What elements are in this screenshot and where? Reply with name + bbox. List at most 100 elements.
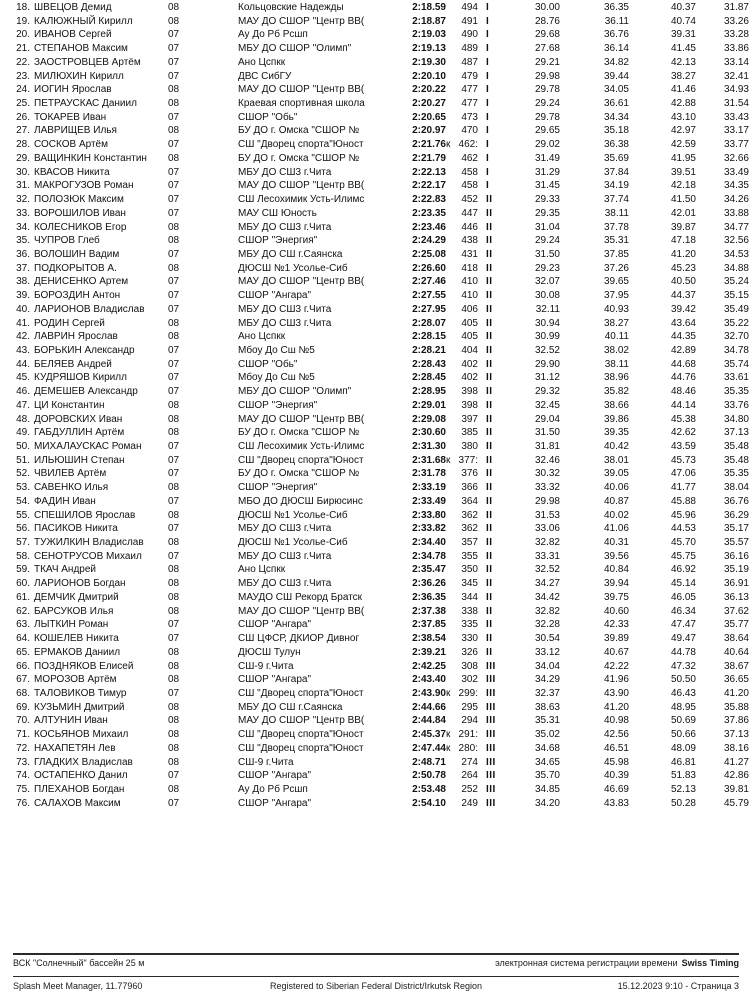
year-of-birth-cell: 07 xyxy=(168,770,180,782)
year-of-birth-cell: 07 xyxy=(168,495,180,507)
split-3-cell: 48.95 xyxy=(670,701,696,713)
split-4-cell: 33.61 xyxy=(723,372,749,384)
rank-category-cell: II xyxy=(486,262,493,274)
points-cell: 405 xyxy=(461,331,478,343)
split-3-cell: 48.46 xyxy=(670,386,696,398)
final-time-cell: 2:27.55 xyxy=(412,290,446,302)
split-1-cell: 32.52 xyxy=(534,344,560,356)
split-4-cell: 35.57 xyxy=(723,537,749,549)
swimmer-name-cell: КУЗЬМИН Дмитрий xyxy=(34,701,125,713)
points-cell: 299: xyxy=(458,687,478,699)
points-cell: 473 xyxy=(461,111,478,123)
split-2-cell: 39.75 xyxy=(603,591,629,603)
final-time-cell: 2:21.76 xyxy=(412,139,446,151)
club-cell: Ано Цспкк xyxy=(238,56,286,68)
split-1-cell: 34.68 xyxy=(534,742,560,754)
club-cell: СШ "Дворец спорта"Юност xyxy=(238,729,364,741)
club-cell: СШ-9 г.Чита xyxy=(238,660,294,672)
points-cell: 364 xyxy=(461,495,478,507)
place-cell: 66. xyxy=(16,660,30,672)
points-cell: 362 xyxy=(461,509,478,521)
split-1-cell: 32.28 xyxy=(534,619,560,631)
split-3-cell: 41.95 xyxy=(670,152,696,164)
place-cell: 18. xyxy=(16,2,30,13)
rank-category-cell: II xyxy=(486,290,493,302)
club-cell: СШ Лесохимик Усть-Илимс xyxy=(238,194,365,206)
split-3-cell: 45.73 xyxy=(670,454,696,466)
final-time-cell: 2:43.90 xyxy=(412,687,446,699)
table-row: 70. АЛТУНИН Иван 08 МАУ ДО СШОР "Центр ВВ(2… xyxy=(13,714,749,728)
points-cell: 330 xyxy=(461,633,478,645)
table-row: 51. ИЛЬЮШИН Степан 07 СШ "Дворец спорта"Юно… xyxy=(13,454,749,468)
place-cell: 32. xyxy=(16,194,30,206)
year-of-birth-cell: 08 xyxy=(168,235,180,247)
table-row: 61. ДЕМЧИК Дмитрий 08 МАУДО СШ Рекорд Братс… xyxy=(13,591,749,605)
club-cell: МАУ ДО СШОР "Центр ВВ( xyxy=(238,84,365,96)
split-3-cell: 42.59 xyxy=(670,139,696,151)
year-of-birth-cell: 07 xyxy=(168,207,180,219)
split-1-cell: 35.70 xyxy=(534,770,560,782)
registration-label: Registered to Siberian Federal District/… xyxy=(269,981,483,991)
split-1-cell: 32.37 xyxy=(534,687,560,699)
split-1-cell: 32.46 xyxy=(534,454,560,466)
table-row: 53. САВЕНКО Илья 08 СШОР "Энергия" 2:33.19 36… xyxy=(13,481,749,495)
table-row: 45. КУДРЯШОВ Кирилл 07 Мбоу До Сш №5 2:28.45… xyxy=(13,371,749,385)
table-row: 58. СЕНОТРУСОВ Михаил 07 МБУ ДО СШ3 г.Чита 2… xyxy=(13,550,749,564)
swimmer-name-cell: ГАБДУЛЛИН Артём xyxy=(34,427,125,439)
points-cell: 479 xyxy=(461,70,478,82)
final-time-cell: 2:42.25 xyxy=(412,660,446,672)
year-of-birth-cell: 08 xyxy=(168,413,180,425)
split-2-cell: 39.89 xyxy=(603,633,629,645)
year-of-birth-cell: 08 xyxy=(168,591,180,603)
split-4-cell: 34.26 xyxy=(723,194,749,206)
club-cell: СШОР "Энергия" xyxy=(238,399,318,411)
swimmer-name-cell: ФАДИН Иван xyxy=(34,495,96,507)
split-1-cell: 31.50 xyxy=(534,427,560,439)
split-4-cell: 34.35 xyxy=(723,180,749,192)
club-cell: СШОР "Ангара" xyxy=(238,674,312,686)
final-time-cell: 2:28.45 xyxy=(412,372,446,384)
points-cell: 446 xyxy=(461,221,478,233)
split-3-cell: 42.01 xyxy=(670,207,696,219)
points-cell: 355 xyxy=(461,550,478,562)
place-cell: 44. xyxy=(16,358,30,370)
rank-category-cell: I xyxy=(486,15,490,27)
split-2-cell: 34.05 xyxy=(603,84,629,96)
split-3-cell: 52.13 xyxy=(670,783,696,795)
points-cell: 404 xyxy=(461,344,478,356)
place-cell: 74. xyxy=(16,770,30,782)
year-of-birth-cell: 07 xyxy=(168,550,180,562)
split-1-cell: 29.78 xyxy=(534,111,560,123)
split-2-cell: 39.65 xyxy=(603,276,629,288)
split-4-cell: 33.26 xyxy=(723,15,749,27)
place-cell: 26. xyxy=(16,111,30,123)
split-2-cell: 35.31 xyxy=(603,235,629,247)
club-cell: МАУ ДО СШОР "Центр ВВ( xyxy=(238,715,365,727)
split-3-cell: 51.83 xyxy=(670,770,696,782)
split-4-cell: 41.20 xyxy=(723,687,749,699)
rank-category-cell: II xyxy=(486,633,493,645)
table-row: 55. СПЕШИЛОВ Ярослав 08 ДЮСШ №1 Усолье-Сиб 2… xyxy=(13,509,749,523)
split-1-cell: 29.33 xyxy=(534,194,560,206)
split-1-cell: 31.04 xyxy=(534,221,560,233)
timing-brand: Swiss Timing xyxy=(681,958,739,968)
split-4-cell: 37.86 xyxy=(723,715,749,727)
swimmer-name-cell: ПОЛОЗЮК Максим xyxy=(34,194,124,206)
split-2-cell: 42.22 xyxy=(603,660,629,672)
split-3-cell: 39.51 xyxy=(670,166,696,178)
split-2-cell: 36.76 xyxy=(603,29,629,41)
final-time-cell: 2:47.44 xyxy=(412,742,446,754)
split-3-cell: 44.14 xyxy=(670,399,696,411)
final-time-cell: 2:33.82 xyxy=(412,523,446,535)
final-time-cell: 2:25.08 xyxy=(412,248,446,260)
table-row: 72. НАХАПЕТЯН Лев 08 СШ "Дворец спорта"Юнос… xyxy=(13,742,749,756)
club-cell: БУ ДО г. Омска "СШОР № xyxy=(238,125,360,137)
split-3-cell: 44.53 xyxy=(670,523,696,535)
split-1-cell: 31.12 xyxy=(534,372,560,384)
place-cell: 71. xyxy=(16,729,30,741)
split-4-cell: 32.41 xyxy=(723,70,749,82)
place-cell: 57. xyxy=(16,537,30,549)
rank-category-cell: II xyxy=(486,235,493,247)
year-of-birth-cell: 08 xyxy=(168,674,180,686)
